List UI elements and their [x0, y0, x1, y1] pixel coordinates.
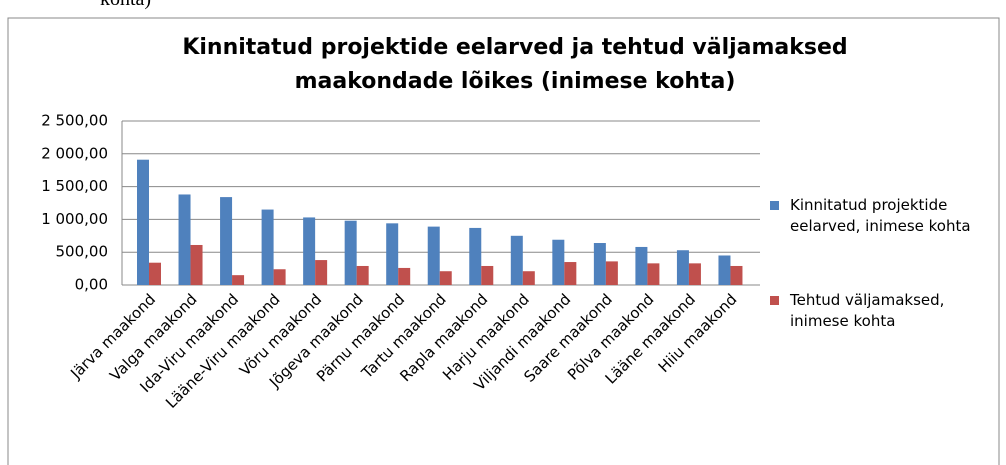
bar: [676, 250, 689, 285]
bar: [552, 239, 565, 285]
bar: [593, 243, 606, 285]
y-tick-label: 2 000,00: [41, 144, 108, 162]
bar: [427, 226, 440, 285]
caption-fragment: kohta): [100, 0, 151, 11]
bar: [635, 246, 648, 285]
legend-swatch: [770, 296, 779, 305]
bar: [315, 260, 328, 285]
legend-swatch: [770, 201, 779, 210]
y-tick-label: 1 500,00: [41, 177, 108, 195]
bar: [510, 235, 523, 285]
bar: [232, 275, 245, 285]
bar: [137, 159, 149, 285]
y-tick-label: 500,00: [56, 243, 109, 261]
bar: [605, 261, 618, 285]
bar: [481, 265, 494, 285]
bar: [178, 194, 191, 285]
legend-label: Kinnitatud projektide eelarved, inimese …: [790, 196, 971, 235]
bar: [356, 265, 369, 285]
bar: [730, 265, 743, 285]
chart-title: Kinnitatud projektide eelarved ja tehtud…: [182, 35, 847, 60]
bar: [220, 197, 233, 285]
bar: [273, 269, 286, 285]
bar: [647, 263, 660, 285]
bar: [564, 262, 577, 285]
legend-item: Tehtud väljamaksed, inimese kohta: [770, 290, 1000, 332]
bar: [522, 271, 535, 285]
chart-border: [7, 17, 1000, 465]
bar: [398, 267, 411, 285]
bar: [386, 223, 399, 285]
bar: [344, 220, 357, 285]
bar: [261, 209, 274, 285]
legend-item: Kinnitatud projektide eelarved, inimese …: [770, 195, 1000, 237]
legend-label: Tehtud väljamaksed, inimese kohta: [790, 291, 945, 330]
y-tick-label: 0,00: [75, 276, 108, 294]
bar: [303, 217, 316, 285]
bar: [718, 255, 731, 285]
bar: [688, 263, 701, 285]
bar: [149, 262, 161, 285]
bar: [439, 271, 452, 285]
bar: [469, 227, 482, 285]
y-tick-label: 2 500,00: [41, 112, 108, 130]
bar: [190, 244, 203, 285]
y-tick-label: 1 000,00: [41, 210, 108, 228]
chart-title: maakondade lõikes (inimese kohta): [295, 69, 736, 94]
